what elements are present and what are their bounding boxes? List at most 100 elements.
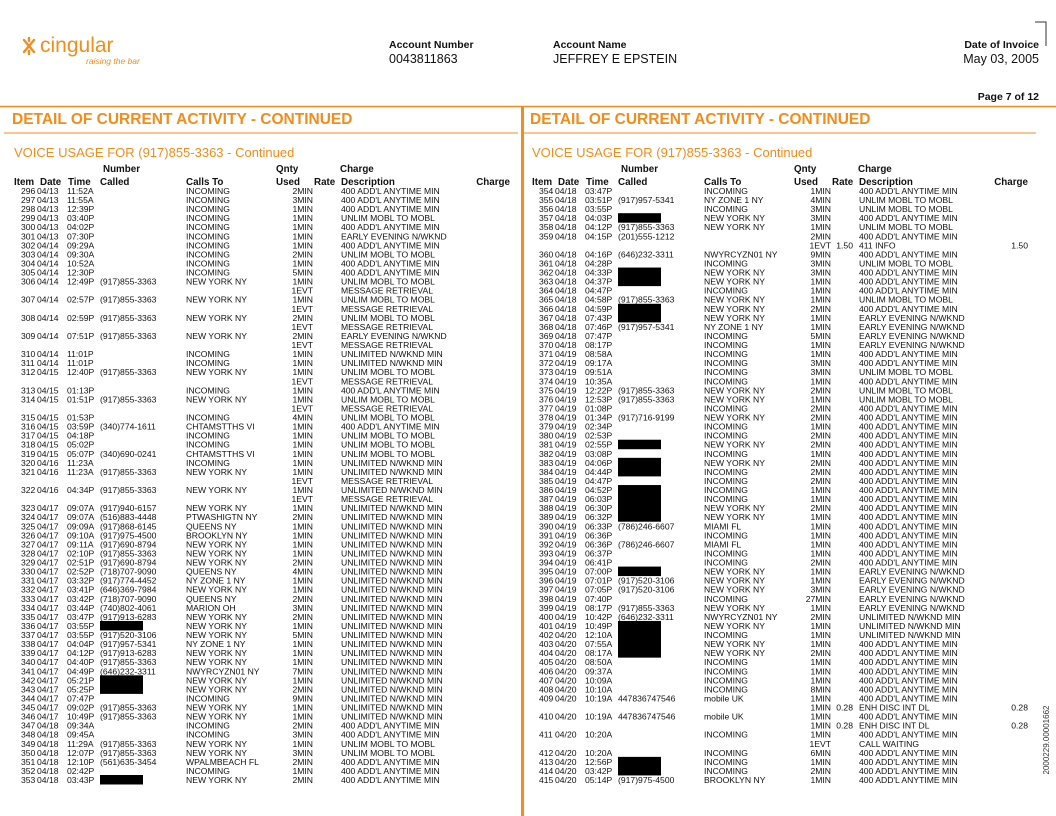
quantity-used: 1EVT (292, 304, 314, 314)
description: UNLIMITED N/WKND MIN (341, 503, 443, 513)
date: 04/13 (37, 186, 59, 196)
calls-to: INCOMING (186, 458, 230, 468)
description: EARLY EVENING N/WKND (859, 322, 965, 332)
description: MESSAGE RETRIEVAL (341, 376, 433, 386)
item: 332 (21, 585, 36, 595)
date: 04/19 (555, 449, 577, 459)
date: 04/19 (555, 403, 577, 413)
date: 04/18 (555, 268, 577, 278)
date: 04/18 (555, 286, 577, 296)
quantity-used: 2MIN (292, 684, 313, 694)
time: 11:55A (67, 195, 94, 205)
number-called: (786)246-6607 (618, 539, 675, 549)
time: 07:47P (585, 331, 613, 341)
item: 329 (21, 558, 36, 568)
section-subtitle: VOICE USAGE FOR (917)855-3363 - Continue… (532, 145, 812, 160)
calls-to: NEW YORK NY (704, 394, 765, 404)
quantity-used: 1MIN (292, 657, 313, 667)
time: 10:49P (585, 621, 613, 631)
date: 04/19 (555, 376, 577, 386)
date: 04/17 (37, 521, 59, 531)
time: 04:37P (585, 277, 613, 287)
description: MESSAGE RETRIEVAL (341, 403, 433, 413)
quantity-used: 8MIN (810, 684, 831, 694)
quantity-used: 1MIN (810, 730, 831, 740)
item: 334 (21, 603, 36, 613)
quantity-used: 1MIN (292, 458, 313, 468)
quantity-used: 2MIN (292, 612, 313, 622)
calls-to: NEW YORK NY (186, 313, 247, 323)
item: 365 (539, 295, 554, 305)
redaction (100, 675, 143, 685)
time: 12:53P (585, 394, 613, 404)
description: UNLIM MOBL TO MOBL (341, 313, 435, 323)
item: 407 (539, 675, 554, 685)
quantity-used: 2MIN (810, 476, 831, 486)
charge: 0.28 (1011, 721, 1028, 731)
calls-to: INCOMING (704, 494, 748, 504)
calls-to: INCOMING (186, 258, 230, 268)
description: 400 ADD'L ANYTIME MIN (859, 485, 958, 495)
quantity-used: 1MIN (810, 449, 831, 459)
description: UNLIMITED N/WKND MIN (341, 558, 443, 568)
quantity-used: 3MIN (292, 748, 313, 758)
redaction (618, 630, 661, 640)
redaction (618, 639, 661, 649)
number-called: (917)940-6157 (100, 503, 157, 513)
quantity-used: 3MIN (810, 204, 831, 214)
description: 400 ADD'L ANYTIME MIN (859, 494, 958, 504)
description: UNLIMITED N/WKND MIN (341, 521, 443, 531)
item: 322 (21, 485, 36, 495)
description: UNLIM MOBL TO MOBL (341, 739, 435, 749)
description: 400 ADD'L ANYTIME MIN (859, 657, 958, 667)
quantity-used: 1MIN (292, 766, 313, 776)
description: EARLY EVENING N/WKND (341, 331, 447, 341)
quantity-used: 9MIN (810, 249, 831, 259)
description: 400 ADD'L ANYTIME MIN (341, 222, 440, 232)
date: 04/18 (555, 304, 577, 314)
quantity-used: 1MIN (810, 394, 831, 404)
redaction (100, 620, 143, 631)
date: 04/17 (37, 548, 59, 558)
item: 320 (21, 458, 36, 468)
time: 11:23A (67, 458, 94, 468)
quantity-used: 1MIN (810, 657, 831, 667)
time: 12:39P (67, 204, 95, 214)
date: 04/18 (555, 204, 577, 214)
number-called: (740)802-4061 (100, 603, 157, 613)
time: 09:45A (67, 730, 95, 740)
item: 315 (21, 413, 36, 423)
item: 351 (21, 757, 36, 767)
description: ENH DISC INT DL (859, 721, 930, 731)
item: 327 (21, 539, 36, 549)
description: UNLIMITED N/WKND MIN (341, 703, 443, 713)
quantity-used: 3MIN (292, 603, 313, 613)
time: 10:19A (585, 712, 613, 722)
item: 302 (21, 240, 36, 250)
number-called: (917)913-6283 (100, 648, 157, 658)
description: 400 ADD'L ANYTIME MIN (859, 684, 958, 694)
quantity-used: 1MIN (810, 340, 831, 350)
calls-to: INCOMING (186, 195, 230, 205)
quantity-used: 1MIN (292, 648, 313, 658)
number-called: (561)635-3454 (100, 757, 157, 767)
quantity-used: 1MIN (292, 394, 313, 404)
column-header: Calls To (186, 177, 223, 188)
item: 397 (539, 585, 554, 595)
item: 415 (539, 775, 554, 785)
time: 09:17A (585, 358, 613, 368)
item: 360 (539, 249, 554, 259)
item: 347 (21, 721, 36, 731)
date: 04/18 (37, 739, 59, 749)
quantity-used: 1MIN (810, 286, 831, 296)
date: 04/19 (555, 612, 577, 622)
quantity-used: 1MIN (810, 639, 831, 649)
calls-to: INCOMING (186, 186, 230, 196)
item: 390 (539, 521, 554, 531)
calls-to: NEW YORK NY (186, 675, 247, 685)
date: 04/18 (555, 195, 577, 205)
quantity-used: 1MIN (810, 675, 831, 685)
time: 07:47P (67, 693, 95, 703)
time: 06:36P (585, 530, 613, 540)
time: 12:10P (67, 757, 95, 767)
